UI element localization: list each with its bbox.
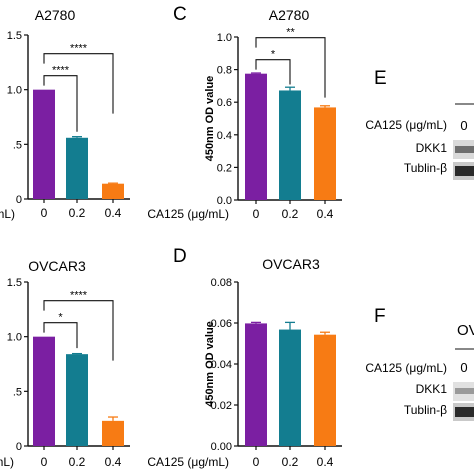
bar-0.4 xyxy=(314,334,336,446)
x-tick-label: 0.2 xyxy=(69,455,86,469)
blot-f-header-value: 0 xyxy=(460,360,467,375)
blot-e-row-label-2: Tublin-β xyxy=(404,161,447,175)
blot-e-header-value: 0 xyxy=(460,118,467,133)
bar-0 xyxy=(245,323,267,446)
chart-title: A2780 xyxy=(269,7,310,23)
y-tick-label: 0 xyxy=(16,194,22,206)
x-tick-label: 0 xyxy=(41,206,48,220)
chart-panel-4: OVCAR3 0.00 0.02 0.04 0.06 0.08 450nm OD value… xyxy=(147,256,342,469)
panel-letter-d: D xyxy=(173,246,187,267)
y-tick-label: 0.08 xyxy=(211,277,232,289)
significance-bracket xyxy=(43,300,114,361)
chart-title: OVCAR3 xyxy=(262,256,320,272)
bar-0 xyxy=(33,336,55,446)
significance-bracket xyxy=(43,53,114,114)
x-axis-label: g/mL) xyxy=(0,455,14,469)
significance-label: * xyxy=(271,49,276,61)
x-axis-label: g/mL) xyxy=(0,207,15,221)
significance-label: **** xyxy=(70,43,88,55)
blot-e-band-tublin-core xyxy=(455,166,474,176)
y-axis-label: 450nm OD value xyxy=(204,76,216,162)
chart-title: OVCAR3 xyxy=(28,258,86,274)
y-tick-label: 1.0 xyxy=(217,32,232,44)
blot-e-band-dkk1-core xyxy=(455,146,474,153)
blot-f-band-dkk1-core xyxy=(455,388,474,394)
blot-panel-e: CA125 (μg/mL) 0 DKK1 Tublin-β xyxy=(365,103,474,180)
blot-f-row-label-2: Tublin-β xyxy=(404,403,447,417)
significance-label: **** xyxy=(52,65,70,77)
bar-0.2 xyxy=(279,329,301,446)
y-tick-label: 1.0 xyxy=(7,85,22,97)
y-tick-label: 0.02 xyxy=(211,400,232,412)
blot-f-row-label-1: DKK1 xyxy=(416,382,448,396)
chart-panel-1: A2780 0 .5 1.0 1.5 0 0.2 0.4 g/mL) ******** xyxy=(0,7,130,221)
y-axis-label: 450nm OD value xyxy=(204,321,216,407)
significance-label: **** xyxy=(70,290,88,302)
bar-0.4 xyxy=(102,420,124,446)
bar-0.4 xyxy=(314,107,336,200)
y-tick-label: 0.0 xyxy=(217,195,232,207)
y-tick-label: 0.04 xyxy=(211,359,232,371)
y-tick-label: 0.2 xyxy=(217,162,232,174)
bar-0.4 xyxy=(102,183,124,199)
y-tick-label: 0.6 xyxy=(217,97,232,109)
y-tick-label: 0 xyxy=(16,441,22,453)
y-tick-label: 0.06 xyxy=(211,318,232,330)
x-tick-label: 0.2 xyxy=(282,207,299,221)
significance-label: ** xyxy=(286,27,295,39)
x-axis-label: CA125 (μg/mL) xyxy=(147,455,229,469)
panel-letter-c: C xyxy=(173,4,187,25)
significance-bracket xyxy=(255,59,291,85)
panel-letter-f: F xyxy=(374,306,386,327)
x-tick-label: 0.4 xyxy=(317,207,334,221)
x-tick-label: 0.4 xyxy=(317,455,334,469)
chart-panel-2: A2780 0.0 0.2 0.4 0.6 0.8 1.0 450nm OD value 0 0.… xyxy=(147,7,342,221)
x-axis-label: CA125 (μg/mL) xyxy=(147,207,229,221)
bar-0.2 xyxy=(279,90,301,200)
blot-f-band-tublin-core xyxy=(455,407,474,417)
bar-0.2 xyxy=(66,354,88,446)
x-tick-label: 0 xyxy=(253,207,260,221)
blot-f-title-partial: OV xyxy=(457,322,474,339)
y-tick-label: 0.00 xyxy=(211,441,232,453)
y-tick-label: 1.5 xyxy=(7,30,22,42)
charts-layer: A27800.51.01.500.20.4g/mL)********A27800… xyxy=(0,7,342,469)
x-tick-label: 0.2 xyxy=(69,206,86,220)
blot-e-header-label: CA125 (μg/mL) xyxy=(365,118,447,132)
chart-title: A2780 xyxy=(35,7,76,23)
significance-bracket xyxy=(43,322,78,349)
panel-letter-e: E xyxy=(374,68,387,89)
y-tick-label: .5 xyxy=(13,139,22,151)
x-tick-label: 0 xyxy=(253,455,260,469)
x-tick-label: 0.4 xyxy=(105,206,122,220)
significance-bracket xyxy=(43,75,78,132)
y-tick-label: 1.5 xyxy=(7,277,22,289)
blot-panel-f: OV CA125 (μg/mL) 0 DKK1 Tublin-β xyxy=(365,322,474,421)
bar-0 xyxy=(245,73,267,200)
y-tick-label: 1.0 xyxy=(7,332,22,344)
x-tick-label: 0 xyxy=(41,455,48,469)
significance-bracket xyxy=(255,37,326,98)
blot-f-header-label: CA125 (μg/mL) xyxy=(365,361,447,375)
bar-0.2 xyxy=(66,137,88,199)
x-tick-label: 0.2 xyxy=(282,455,299,469)
blot-e-row-label-1: DKK1 xyxy=(416,141,448,155)
x-tick-label: 0.4 xyxy=(105,455,122,469)
bar-0 xyxy=(33,89,55,199)
y-tick-label: .5 xyxy=(13,386,22,398)
significance-label: * xyxy=(58,312,63,324)
y-tick-label: 0.4 xyxy=(217,130,232,142)
y-tick-label: 0.8 xyxy=(217,65,232,77)
